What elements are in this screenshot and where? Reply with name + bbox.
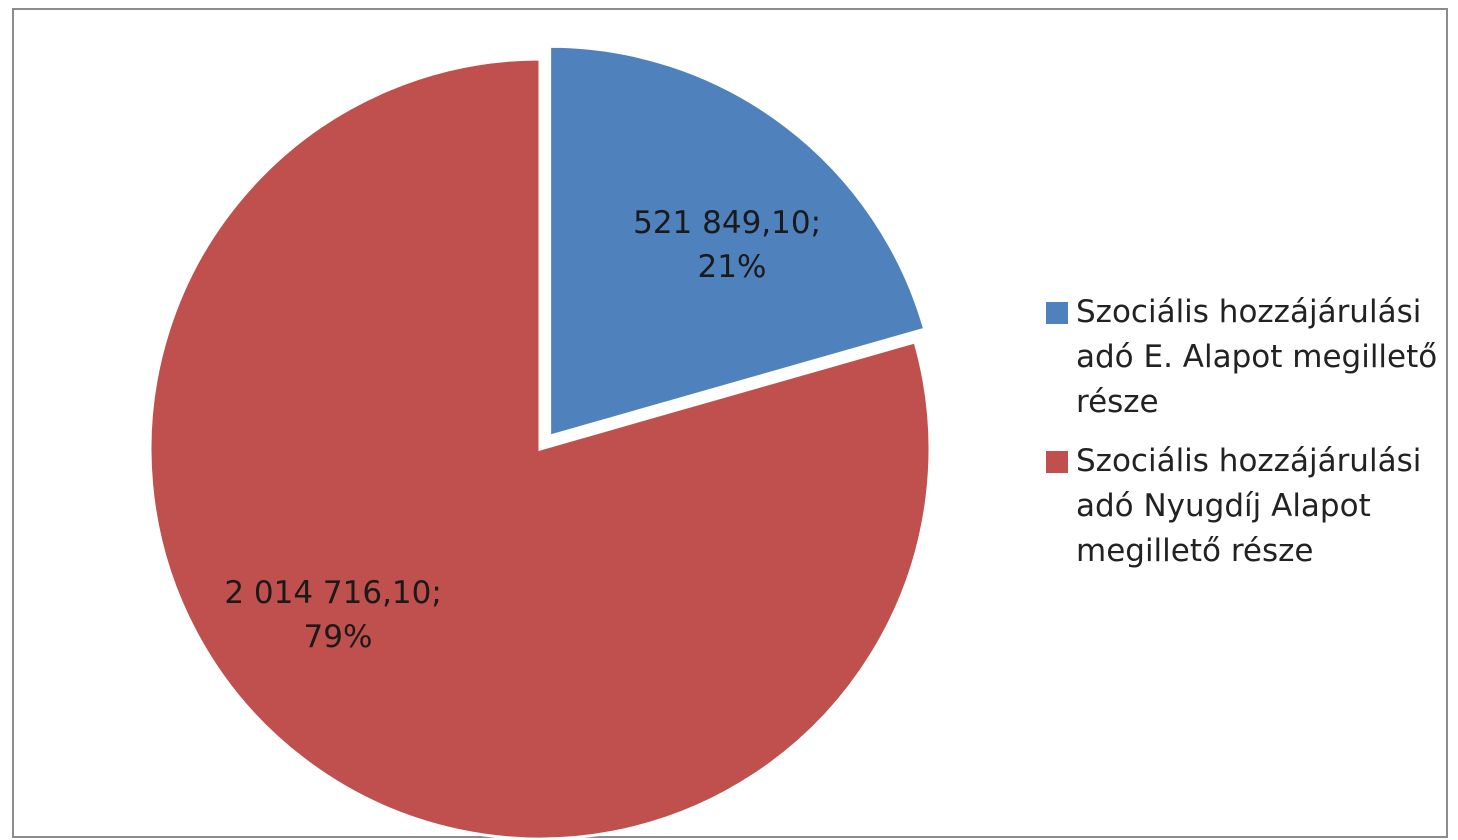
data-label-e-alap-percent: 21% [698, 249, 767, 285]
chart-frame: 521 849,10; 21% 2 014 716,10; 79% Szociá… [12, 8, 1448, 840]
data-label-nyugdij-alap-percent: 79% [304, 619, 373, 655]
pie-chart: 521 849,10; 21% 2 014 716,10; 79% [148, 44, 932, 840]
data-label-nyugdij-alap-value: 2 014 716,10; [224, 575, 442, 611]
chart-legend: Szociális hozzájárulási adó E. Alapot me… [1046, 290, 1458, 588]
pie-slices [148, 44, 932, 840]
legend-swatch-nyugdij-alap [1046, 451, 1068, 473]
legend-label-nyugdij-alap: Szociális hozzájárulási adó Nyugdíj Alap… [1076, 443, 1422, 569]
pie-slice-e-alap [548, 44, 927, 439]
data-label-nyugdij-alap: 2 014 716,10; 79% [224, 575, 451, 655]
data-label-e-alap-value: 521 849,10; [633, 205, 821, 241]
legend-label-e-alap: Szociális hozzájárulási adó E. Alapot me… [1076, 294, 1438, 420]
legend-swatch-e-alap [1046, 302, 1068, 324]
legend-item-e-alap: Szociális hozzájárulási adó E. Alapot me… [1046, 290, 1458, 425]
pie-slice-nyugdij-alap [148, 57, 932, 840]
legend-item-nyugdij-alap: Szociális hozzájárulási adó Nyugdíj Alap… [1046, 439, 1458, 574]
data-label-e-alap: 521 849,10; 21% [633, 205, 831, 285]
